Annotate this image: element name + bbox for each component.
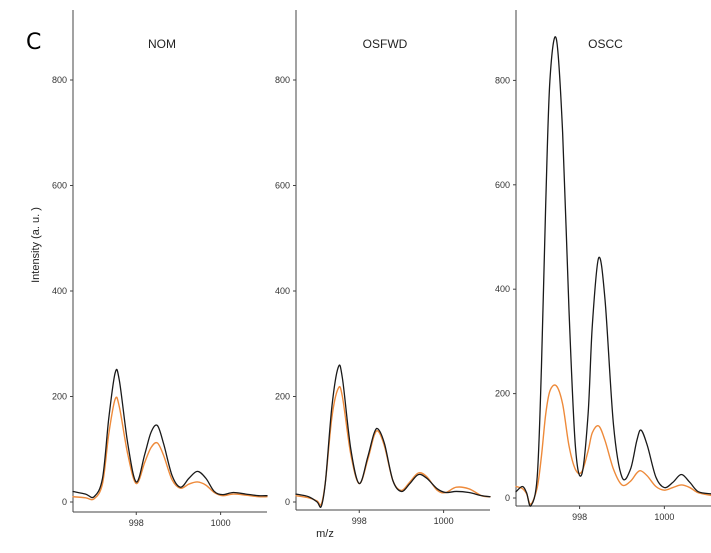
y-axis-label: Intensity (a. u. ) <box>30 207 42 283</box>
y-tick-label: 0 <box>285 497 290 507</box>
panel-letter: C <box>26 30 42 55</box>
series-line-orange <box>72 396 268 501</box>
y-tick-label: 600 <box>275 181 290 191</box>
panel-osfwd: 0 200 400 600 800 998 1000 OSFWD <box>275 10 491 526</box>
x-tick-label: 998 <box>572 512 587 522</box>
series-line-black <box>515 36 711 507</box>
panel-oscc: 0 200 400 600 800 998 1000 OSCC <box>495 10 711 522</box>
y-tick-label: 200 <box>495 389 510 399</box>
series-line-black <box>72 368 268 499</box>
y-tick-label: 600 <box>52 181 67 191</box>
y-tick-label: 0 <box>505 493 510 503</box>
y-tick-label: 800 <box>275 75 290 85</box>
y-tick-label: 0 <box>62 497 67 507</box>
panel-title: OSCC <box>588 37 623 51</box>
y-tick-label: 400 <box>52 286 67 296</box>
y-tick-label: 800 <box>495 75 510 85</box>
y-tick-label: 400 <box>275 286 290 296</box>
panel-title: NOM <box>148 37 176 51</box>
y-tick-label: 200 <box>275 392 290 402</box>
panel-nom: 0 200 400 600 800 998 1000 NOM <box>52 10 268 528</box>
x-tick-label: 998 <box>129 518 144 528</box>
x-tick-label: 998 <box>352 516 367 526</box>
x-tick-label: 1000 <box>434 516 454 526</box>
series-line-orange <box>515 384 711 505</box>
y-tick-label: 200 <box>52 392 67 402</box>
x-tick-label: 1000 <box>654 512 674 522</box>
y-tick-label: 600 <box>495 180 510 190</box>
x-tick-label: 1000 <box>211 518 231 528</box>
y-tick-label: 400 <box>495 284 510 294</box>
y-tick-label: 800 <box>52 75 67 85</box>
panel-title: OSFWD <box>363 37 408 51</box>
series-line-black <box>295 364 491 508</box>
x-axis-label: m/z <box>316 528 334 540</box>
